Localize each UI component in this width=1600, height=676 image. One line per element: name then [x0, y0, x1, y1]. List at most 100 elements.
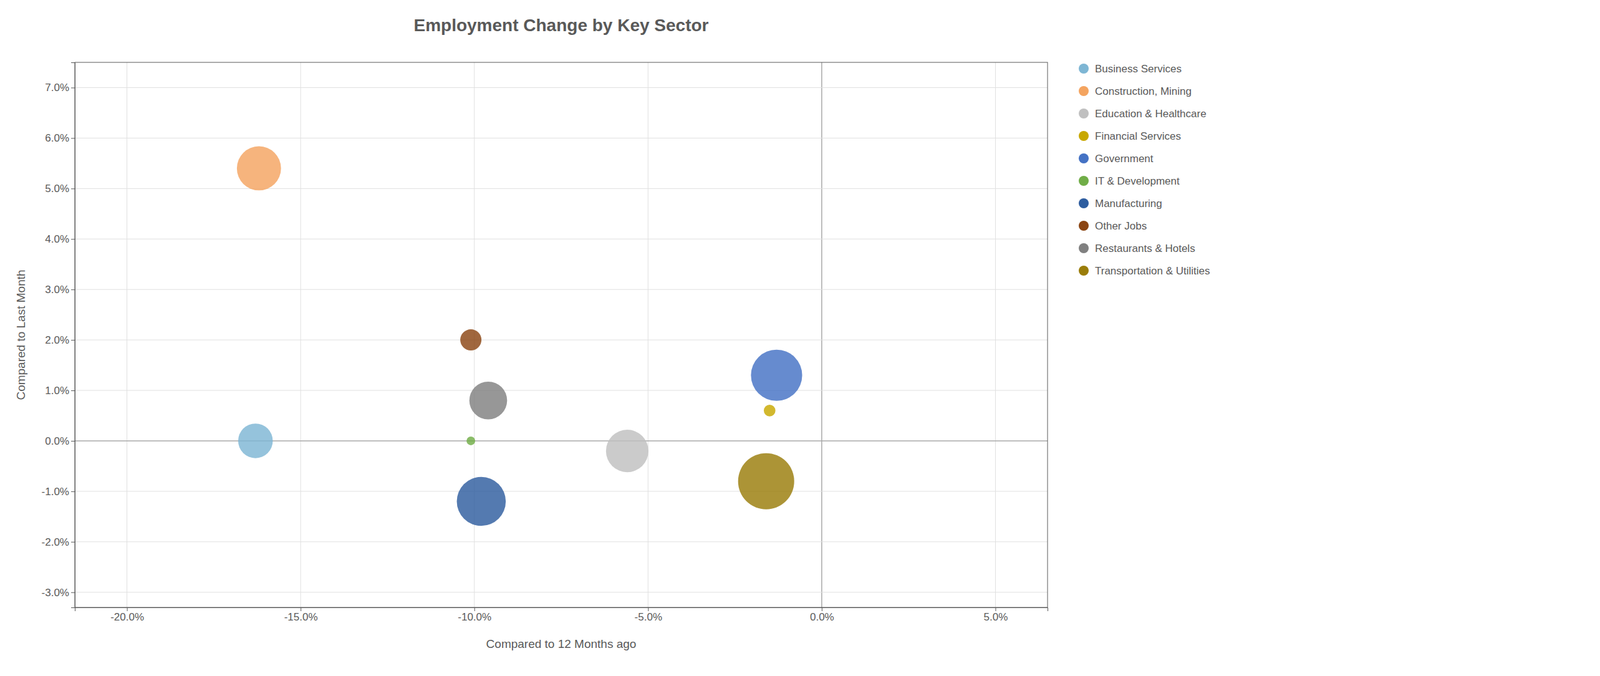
tick: 5.0% [44, 182, 75, 195]
bubble [606, 429, 649, 473]
legend-item: Manufacturing [1078, 197, 1163, 210]
grid [74, 62, 1048, 608]
plot-frame [74, 62, 1048, 608]
legend-label: Transportation & Utilities [1094, 265, 1211, 277]
legend-swatch [1078, 63, 1089, 74]
tick: 3.0% [44, 283, 75, 296]
tick-label: 6.0% [44, 132, 70, 145]
legend-swatch [1078, 265, 1089, 276]
legend-item: Government [1078, 152, 1154, 165]
tick-label: -10.0% [457, 611, 492, 623]
tick: -1.0% [41, 485, 75, 498]
legend-label: Financial Services [1094, 130, 1181, 143]
axis-line [75, 607, 1049, 612]
legend-item: Construction, Mining [1078, 85, 1192, 98]
tick-label: -5.0% [634, 611, 663, 623]
tick-label: 0.0% [44, 435, 70, 448]
tick: -20.0% [110, 607, 145, 623]
tick-mark [71, 491, 75, 492]
tick-mark [71, 541, 75, 543]
tick-label: 1.0% [44, 384, 70, 397]
legend-item: Transportation & Utilities [1078, 265, 1211, 277]
bubble [763, 404, 776, 417]
tick: 0.0% [809, 607, 835, 623]
bubble [238, 423, 274, 459]
legend-swatch [1078, 108, 1089, 119]
tick: 1.0% [44, 384, 75, 397]
tick-mark [71, 238, 75, 240]
bubble [750, 349, 802, 401]
bubble [236, 146, 282, 191]
tick-mark [71, 440, 75, 442]
legend-swatch [1078, 243, 1089, 254]
tick-mark [71, 592, 75, 593]
legend-swatch [1078, 220, 1089, 231]
tick: 7.0% [44, 81, 75, 94]
grid-line-x [821, 62, 823, 608]
bubble [469, 381, 508, 420]
tick-mark [71, 339, 75, 341]
grid-line-x [300, 62, 302, 608]
y-axis: -3.0% -2.0% -1.0% 0.0% 1.0% 2.0% 3.0% 4.0% 5.0% 6… [41, 62, 76, 608]
grid-line-y [74, 541, 1048, 542]
legend-item: IT & Development [1078, 175, 1180, 188]
legend-item: Other Jobs [1078, 220, 1147, 232]
tick-label: 7.0% [44, 81, 70, 94]
legend-label: Manufacturing [1094, 197, 1163, 210]
grid-line-y [74, 238, 1048, 240]
tick: -2.0% [41, 536, 75, 549]
legend-item: Financial Services [1078, 130, 1181, 143]
axis-line [71, 62, 76, 608]
grid-line-y [74, 490, 1048, 492]
legend-swatch [1078, 153, 1089, 164]
legend-item: Business Services [1078, 62, 1182, 75]
grid-line-y [74, 188, 1048, 189]
tick-mark [71, 289, 75, 290]
tick-label: -1.0% [41, 485, 70, 498]
tick: 4.0% [44, 233, 75, 246]
legend-label: Government [1094, 152, 1154, 165]
tick: 5.0% [983, 607, 1009, 623]
tick-label: 3.0% [44, 283, 70, 296]
legend-label: Education & Healthcare [1094, 107, 1207, 120]
title: Employment Change by Key Sector [413, 15, 709, 35]
grid-line-y [74, 339, 1048, 341]
legend-label: IT & Development [1094, 175, 1180, 188]
plot: -20.0% -15.0% -10.0% -5.0% 0.0% 5.0% -3.0% -2.0… [41, 62, 1049, 623]
tick-label: -2.0% [41, 536, 70, 549]
grid-line-x [995, 62, 996, 608]
bubble [466, 436, 476, 446]
legend-label: Other Jobs [1094, 220, 1147, 232]
legend: Business Services Construction, Mining Edu… [1078, 62, 1211, 277]
legend-swatch [1078, 86, 1089, 97]
tick: 2.0% [44, 334, 75, 347]
legend-swatch [1078, 130, 1089, 141]
legend-label: Restaurants & Hotels [1094, 242, 1196, 255]
tick: -10.0% [457, 607, 492, 623]
tick-mark [71, 188, 75, 189]
tick: 0.0% [44, 435, 75, 448]
tick-label: -3.0% [41, 586, 70, 599]
grid-line-y [74, 440, 1048, 442]
tick-label: 2.0% [44, 334, 70, 347]
tick-mark [71, 87, 75, 88]
tick-label: -20.0% [110, 611, 145, 623]
tick-label: -15.0% [284, 611, 319, 623]
chart: -20.0% -15.0% -10.0% -5.0% 0.0% 5.0% -3.0% -2.0… [0, 0, 1600, 676]
tick: -3.0% [41, 586, 75, 599]
grid-line-y [74, 87, 1048, 88]
y-axis-title: Compared to Last Month [14, 269, 28, 400]
grid-line-y [74, 137, 1048, 139]
x-axis: -20.0% -15.0% -10.0% -5.0% 0.0% 5.0% [75, 607, 1049, 623]
grid-line-y [74, 390, 1048, 391]
legend-item: Restaurants & Hotels [1078, 242, 1196, 255]
legend-item: Education & Healthcare [1078, 107, 1207, 120]
x-axis-title: Compared to 12 Months ago [486, 637, 637, 651]
tick: -5.0% [634, 607, 663, 623]
tick-mark [71, 390, 75, 391]
bubble [457, 477, 507, 527]
bubble [738, 453, 795, 510]
legend-label: Business Services [1094, 62, 1182, 75]
grid-line-y [74, 289, 1048, 290]
tick-label: 0.0% [809, 611, 835, 623]
